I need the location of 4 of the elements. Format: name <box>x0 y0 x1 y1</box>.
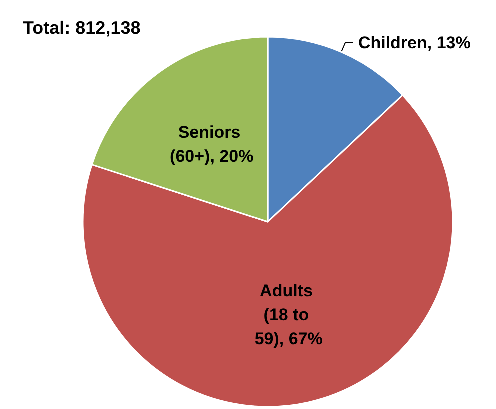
slice-label: Seniors (60+), 20% <box>170 123 254 166</box>
chart-title: Total: 812,138 <box>23 18 141 38</box>
slice-label: Adults (18 to 59), 67% <box>254 282 323 349</box>
slice-label: Children, 13% <box>358 34 471 53</box>
